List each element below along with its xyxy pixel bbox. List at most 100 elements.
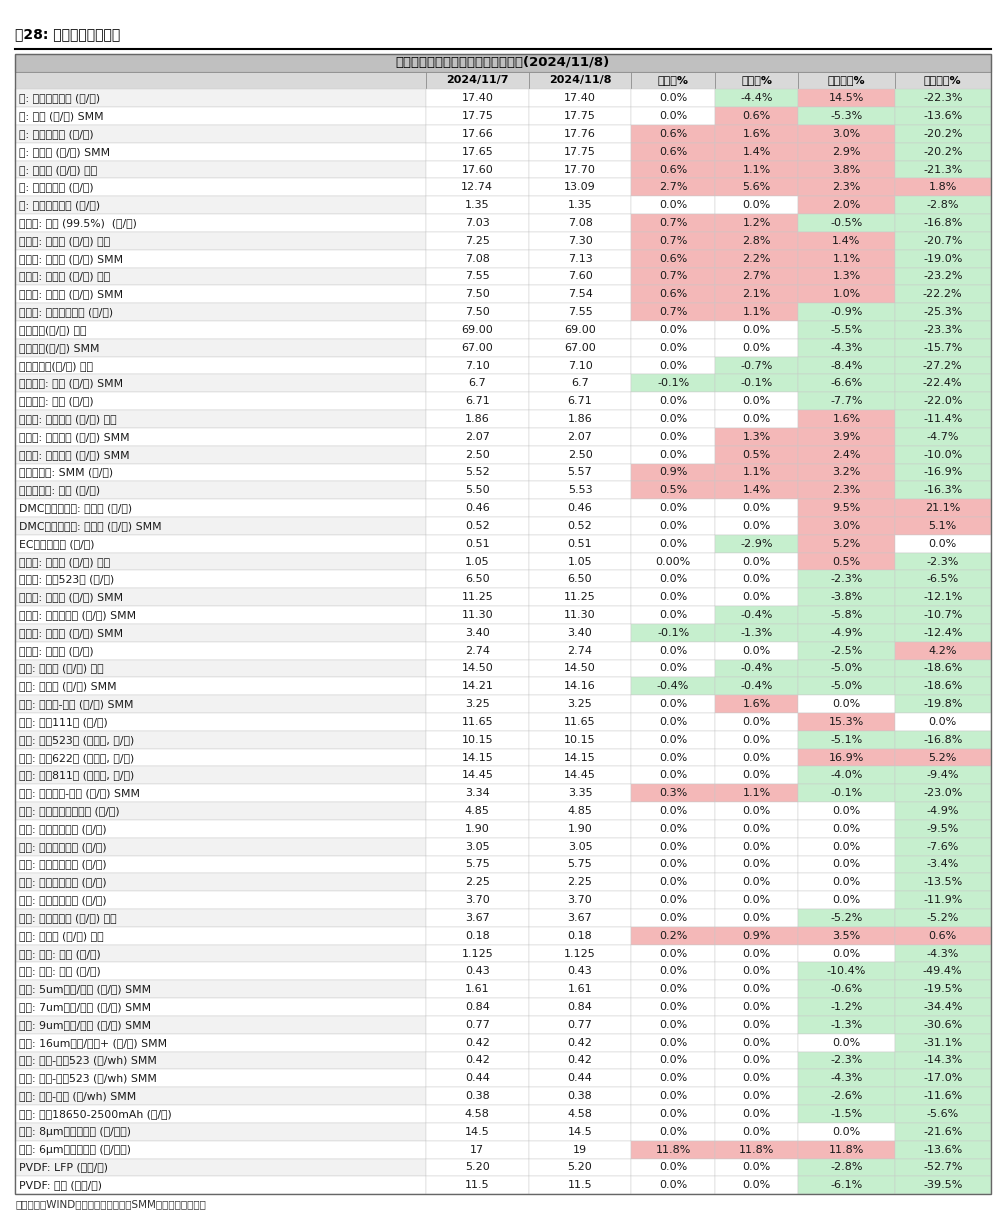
Bar: [426, 125, 529, 143]
Bar: [894, 178, 991, 197]
Bar: [715, 321, 799, 338]
Text: 0.0%: 0.0%: [659, 1073, 687, 1083]
Text: 0.0%: 0.0%: [659, 895, 687, 905]
Bar: [529, 535, 632, 553]
Text: 周环比%: 周环比%: [741, 76, 772, 85]
Bar: [632, 945, 715, 962]
Text: -0.4%: -0.4%: [740, 681, 773, 691]
Bar: [426, 178, 529, 197]
Text: PVDF: 三元 (万元/吨): PVDF: 三元 (万元/吨): [19, 1181, 103, 1190]
Text: 0.0%: 0.0%: [659, 841, 687, 852]
Bar: [426, 553, 529, 570]
Text: -11.4%: -11.4%: [924, 414, 963, 424]
Text: -5.2%: -5.2%: [927, 913, 959, 923]
Text: 1.90: 1.90: [465, 824, 490, 834]
Text: 正极: 三元622型 (单晶型, 万/吨): 正极: 三元622型 (单晶型, 万/吨): [19, 752, 135, 763]
Bar: [799, 1159, 894, 1176]
Text: 隔膜: 16um干法/国产+ (元/平) SMM: 隔膜: 16um干法/国产+ (元/平) SMM: [19, 1038, 167, 1048]
Bar: [426, 1159, 529, 1176]
Bar: [529, 998, 632, 1016]
Text: 0.0%: 0.0%: [832, 1038, 860, 1048]
Text: 2.7%: 2.7%: [742, 271, 771, 282]
Bar: [894, 873, 991, 891]
Bar: [15, 481, 426, 499]
Bar: [529, 286, 632, 303]
Bar: [799, 267, 894, 286]
Bar: [529, 161, 632, 178]
Text: 靴: 金属靴 (万/吨) 百川: 靴: 金属靴 (万/吨) 百川: [19, 165, 98, 175]
Text: 0.42: 0.42: [465, 1038, 490, 1048]
Bar: [15, 659, 426, 678]
Text: 0.0%: 0.0%: [659, 1055, 687, 1066]
Bar: [799, 748, 894, 767]
Bar: [715, 1016, 799, 1034]
Text: 0.6%: 0.6%: [742, 111, 771, 121]
Text: -5.5%: -5.5%: [830, 325, 862, 335]
Text: 0.0%: 0.0%: [659, 824, 687, 834]
Bar: [799, 303, 894, 321]
Text: 69.00: 69.00: [564, 325, 596, 335]
Text: 1.05: 1.05: [567, 557, 593, 567]
Bar: [426, 161, 529, 178]
Bar: [426, 784, 529, 802]
Bar: [715, 927, 799, 945]
Bar: [632, 553, 715, 570]
Text: 14.50: 14.50: [462, 663, 493, 674]
Bar: [894, 427, 991, 446]
Text: 负极: 石油焦 (万/吨) 百川: 负极: 石油焦 (万/吨) 百川: [19, 930, 104, 940]
Bar: [715, 553, 799, 570]
Bar: [632, 516, 715, 535]
Bar: [894, 375, 991, 392]
Bar: [632, 1140, 715, 1159]
Text: 3.05: 3.05: [465, 841, 490, 852]
Text: 0.0%: 0.0%: [742, 966, 771, 977]
Text: 6.50: 6.50: [465, 574, 490, 585]
Text: 11.30: 11.30: [564, 610, 596, 620]
Bar: [799, 678, 894, 695]
Text: 0.6%: 0.6%: [659, 147, 687, 156]
Bar: [632, 731, 715, 748]
Text: 0.0%: 0.0%: [659, 414, 687, 424]
Bar: [426, 89, 529, 107]
Text: 7.03: 7.03: [465, 219, 490, 228]
Text: -10.7%: -10.7%: [924, 610, 963, 620]
Text: 0.0%: 0.0%: [742, 396, 771, 407]
Text: 3.9%: 3.9%: [832, 432, 861, 442]
Bar: [799, 232, 894, 250]
Text: -4.9%: -4.9%: [927, 806, 959, 816]
Bar: [632, 178, 715, 197]
Bar: [15, 856, 426, 873]
Text: -19.0%: -19.0%: [924, 254, 963, 264]
Bar: [715, 1034, 799, 1051]
Text: -2.3%: -2.3%: [830, 574, 863, 585]
Bar: [15, 1140, 426, 1159]
Text: 4.58: 4.58: [465, 1109, 490, 1118]
Bar: [715, 516, 799, 535]
Bar: [894, 962, 991, 980]
Bar: [799, 784, 894, 802]
Text: 3.25: 3.25: [465, 700, 490, 709]
Bar: [715, 143, 799, 161]
Text: -13.5%: -13.5%: [924, 878, 963, 888]
Text: 0.0%: 0.0%: [659, 200, 687, 210]
Text: -9.5%: -9.5%: [927, 824, 959, 834]
Text: -19.8%: -19.8%: [924, 700, 963, 709]
Text: 电解液: 磷酸鐵锂 (万/吨) SMM: 电解液: 磷酸鐵锂 (万/吨) SMM: [19, 432, 130, 442]
Text: 1.4%: 1.4%: [742, 485, 771, 496]
Bar: [894, 731, 991, 748]
Bar: [715, 375, 799, 392]
Text: 0.0%: 0.0%: [659, 966, 687, 977]
Bar: [799, 659, 894, 678]
Bar: [632, 1176, 715, 1194]
Bar: [894, 499, 991, 516]
Text: 0.0%: 0.0%: [659, 93, 687, 104]
Text: 靴: 金川赞比亚 (万/吨): 靴: 金川赞比亚 (万/吨): [19, 129, 94, 139]
Bar: [15, 980, 426, 998]
Text: 0.00%: 0.00%: [656, 557, 691, 567]
Bar: [799, 695, 894, 713]
Bar: [426, 802, 529, 821]
Text: 4.58: 4.58: [567, 1109, 593, 1118]
Text: -5.2%: -5.2%: [830, 913, 863, 923]
Bar: [632, 1016, 715, 1034]
Bar: [426, 678, 529, 695]
